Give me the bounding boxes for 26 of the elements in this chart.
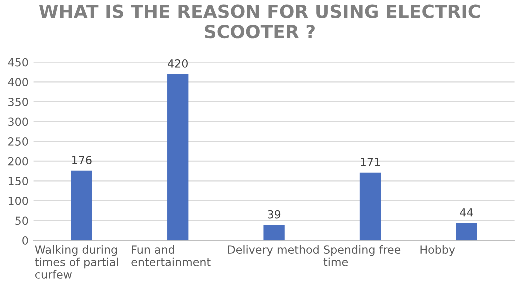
y-tick-label: 100 <box>8 196 28 206</box>
x-tick-label: Hobby <box>420 245 456 256</box>
y-tick-label: 250 <box>8 138 28 146</box>
bar <box>71 170 92 241</box>
bar <box>264 225 285 241</box>
x-tick-label: Spending free time <box>324 245 401 266</box>
data-label: 171 <box>361 158 380 166</box>
data-label: 176 <box>72 156 92 165</box>
y-tick-label: 150 <box>8 177 28 186</box>
chart-title: WHAT IS THE REASON FOR USING ELECTRIC SCOOTER ? <box>39 4 480 39</box>
y-tick-label: 350 <box>8 98 28 106</box>
bar <box>456 223 478 241</box>
y-tick-label: 50 <box>16 216 28 226</box>
x-tick-label: Fun and entertainment <box>132 245 211 266</box>
y-tick-label: 300 <box>8 118 28 126</box>
bar <box>168 74 189 241</box>
x-tick-label: Walking during times of partial curfew <box>35 245 118 279</box>
bar <box>360 172 382 241</box>
data-label: 420 <box>168 60 188 68</box>
data-label: 39 <box>268 210 281 219</box>
y-tick-label: 400 <box>8 78 28 87</box>
y-tick-label: 450 <box>8 58 28 67</box>
y-tick-label: 0 <box>22 236 28 245</box>
x-tick-label: Delivery method <box>228 245 319 256</box>
data-label: 44 <box>460 208 474 217</box>
y-tick-label: 200 <box>8 157 28 166</box>
